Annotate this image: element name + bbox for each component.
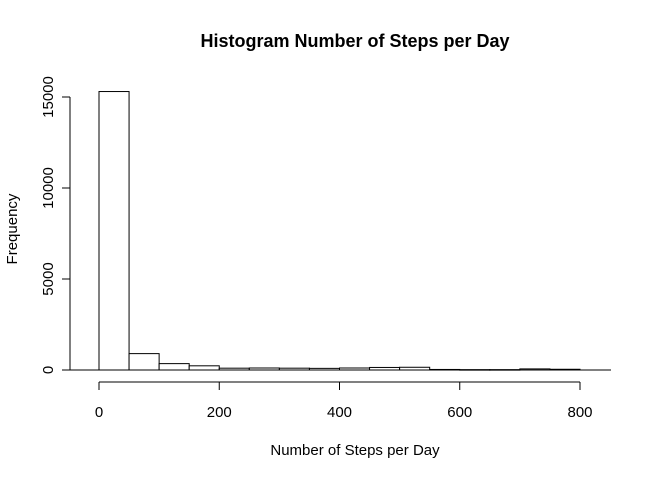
histogram-bar-0-50 xyxy=(98,91,130,371)
y-tick-label-10000: 10000 xyxy=(40,167,57,209)
x-tick-label-0: 0 xyxy=(95,404,103,421)
y-tick-label-15000: 15000 xyxy=(40,76,57,118)
y-tick-label-0: 0 xyxy=(40,366,57,374)
y-axis-label: Frequency xyxy=(4,193,21,264)
histogram-bar-50-100 xyxy=(128,353,160,371)
y-tick-label-5000: 5000 xyxy=(40,262,57,295)
x-tick-label-600: 600 xyxy=(447,404,472,421)
x-tick-label-400: 400 xyxy=(327,404,352,421)
histogram-bar-100-150 xyxy=(158,363,190,371)
x-tick-label-800: 800 xyxy=(567,404,592,421)
bars-group xyxy=(70,91,611,371)
chart-title: Histogram Number of Steps per Day xyxy=(200,31,509,51)
y-axis: 0 5000 10000 15000 xyxy=(40,76,71,374)
x-axis: 0 200 400 600 800 xyxy=(95,381,593,421)
x-axis-label: Number of Steps per Day xyxy=(270,442,440,459)
x-tick-label-200: 200 xyxy=(207,404,232,421)
histogram-bar-150-200 xyxy=(188,365,220,371)
